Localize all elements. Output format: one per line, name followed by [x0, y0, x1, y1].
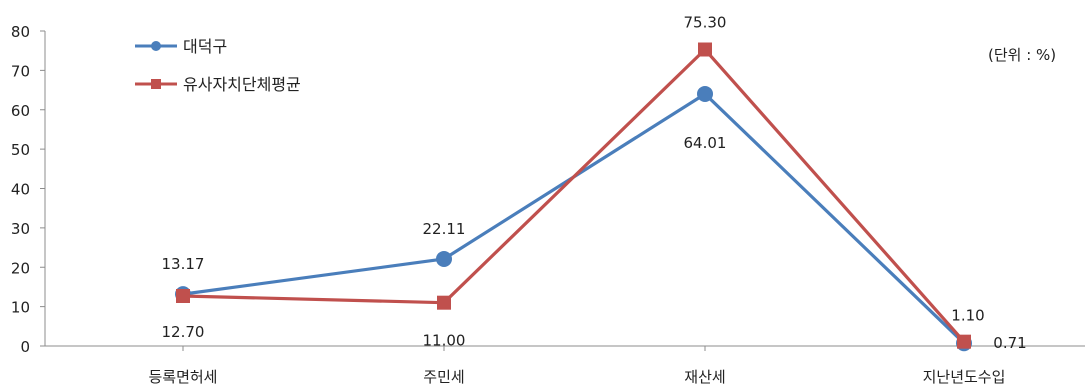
data-label: 12.70 [162, 323, 205, 341]
y-tick-label: 80 [11, 23, 30, 41]
y-tick-label: 50 [11, 141, 30, 159]
y-tick-label: 60 [11, 102, 30, 120]
x-category-label: 등록면허세 [148, 368, 217, 385]
series-line [182, 92, 966, 345]
data-point [176, 288, 190, 303]
series-average [176, 42, 971, 349]
legend-label-daedeok: 대덕구 [183, 37, 227, 56]
data-label: 13.17 [162, 255, 205, 273]
y-ticks: 0 10 20 30 40 50 60 70 80 [11, 23, 45, 356]
x-category-label: 지난년도수입 [923, 368, 1006, 385]
unit-note: (단위 : %) [988, 46, 1056, 64]
data-label: 75.30 [684, 14, 727, 32]
y-tick-label: 70 [11, 62, 30, 80]
data-point [957, 334, 971, 349]
legend-marker-average [151, 79, 161, 89]
data-labels: 13.17 22.11 64.01 0.71 12.70 11.00 75.30 1.10 [162, 14, 1027, 353]
legend: 대덕구 유사자치단체평균 [135, 37, 301, 94]
data-label: 64.01 [684, 134, 727, 152]
axes: 0 10 20 30 40 50 60 70 80 등록면허세 주민세 재산세 지난년도수입 [11, 23, 1085, 385]
y-tick-label: 40 [11, 181, 30, 199]
data-point [698, 42, 712, 57]
series-line [182, 47, 966, 343]
x-category-label: 주민세 [423, 368, 464, 385]
data-label: 1.10 [951, 307, 984, 325]
legend-item-daedeok: 대덕구 [135, 37, 227, 56]
series-daedeok [175, 85, 972, 352]
data-label: 11.00 [423, 332, 466, 350]
data-label: 22.11 [423, 220, 466, 238]
x-category-label: 재산세 [684, 368, 725, 385]
legend-marker-daedeok [151, 41, 161, 51]
data-point [436, 250, 452, 267]
y-tick-label: 30 [11, 220, 30, 238]
y-tick-label: 20 [11, 259, 30, 277]
series-layer [175, 42, 972, 352]
legend-label-average: 유사자치단체평균 [183, 75, 301, 94]
y-tick-label: 0 [20, 338, 30, 356]
data-label: 0.71 [993, 334, 1026, 352]
legend-item-average: 유사자치단체평균 [135, 75, 301, 94]
y-tick-label: 10 [11, 299, 30, 317]
x-ticks: 등록면허세 주민세 재산세 지난년도수입 [148, 346, 1005, 385]
data-point [697, 85, 713, 102]
data-point [437, 295, 451, 310]
